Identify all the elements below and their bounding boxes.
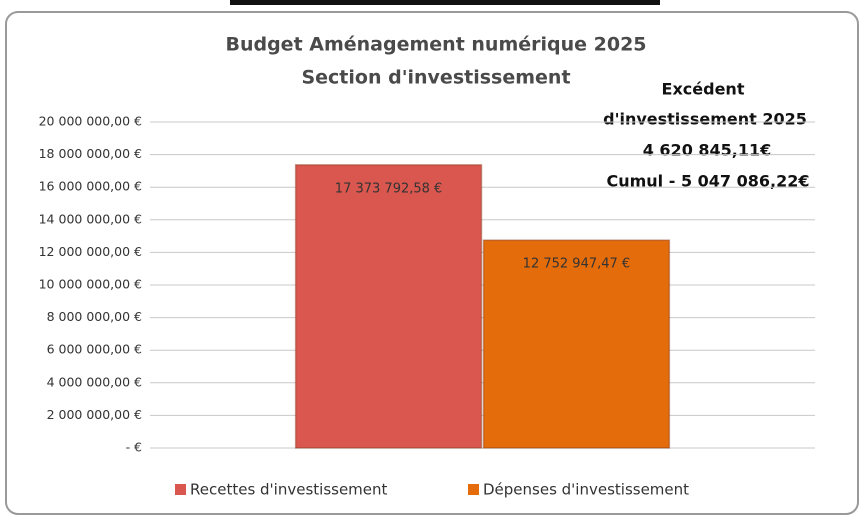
scan-edge [230,0,660,5]
legend-label: Recettes d'investissement [190,481,388,499]
chart-subtitle: Section d'investissement [301,67,570,89]
y-tick-label: 18 000 000,00 € [39,146,142,161]
annotation: Cumul - 5 047 086,22€ [606,172,809,191]
y-tick-label: 16 000 000,00 € [39,179,142,194]
bar [482,239,671,449]
annotation: d'investissement 2025 [603,110,807,129]
y-tick-label: 20 000 000,00 € [39,114,142,129]
bar [294,164,483,449]
y-tick-label: 14 000 000,00 € [39,211,142,226]
annotation: 4 620 845,11€ [643,141,772,160]
legend-label: Dépenses d'investissement [483,481,689,499]
value-label: 17 373 792,58 € [335,181,443,196]
y-tick-label: 6 000 000,00 € [47,342,142,357]
y-tick-label: 12 000 000,00 € [39,244,142,259]
legend-swatch [175,484,186,495]
y-tick-label: 2 000 000,00 € [47,407,142,422]
y-tick-label: 4 000 000,00 € [47,374,142,389]
chart-title: Budget Aménagement numérique 2025 [225,34,646,56]
legend-swatch [468,484,479,495]
y-tick-label: 10 000 000,00 € [39,277,142,292]
y-tick-label: - € [126,440,142,455]
annotation: Excédent [662,80,745,99]
value-label: 12 752 947,47 € [523,257,631,272]
y-tick-label: 8 000 000,00 € [47,309,142,324]
